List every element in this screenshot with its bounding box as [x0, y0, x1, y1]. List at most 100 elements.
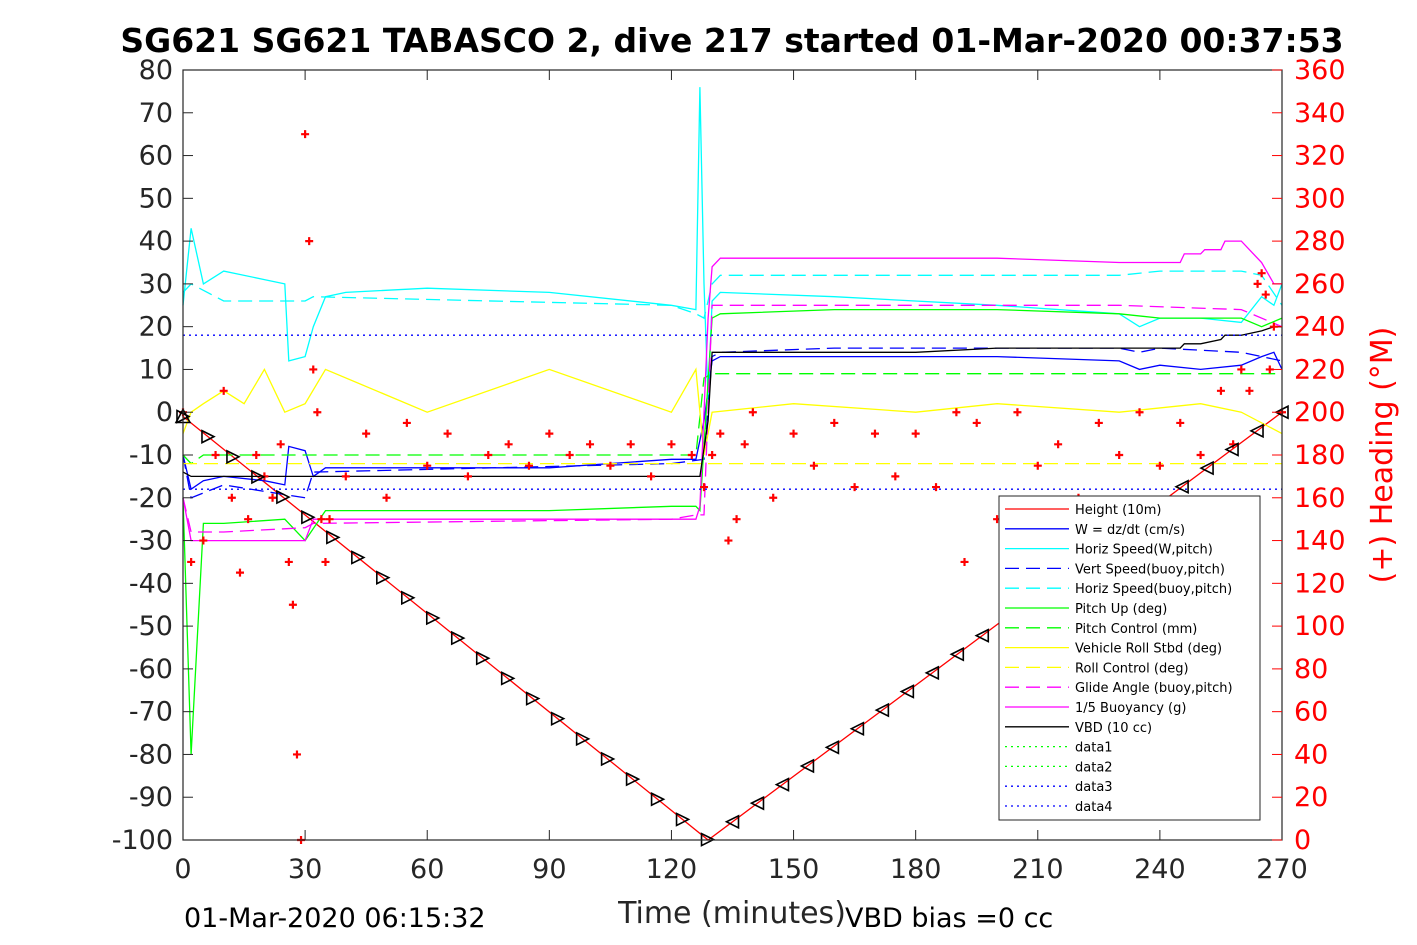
x-tick-label: 150: [768, 854, 820, 885]
right-y-tick-label: 280: [1294, 226, 1346, 257]
y-tick-label: -80: [129, 739, 173, 770]
heading-point: [1054, 440, 1063, 449]
depth-marker: [1224, 442, 1239, 457]
footer-timestamp: 01-Mar-2020 06:15:32: [184, 903, 486, 934]
series-vehicle-roll-stbd-deg: [182, 367, 1283, 456]
heading-point: [305, 237, 314, 246]
right-y-tick-label: 60: [1294, 697, 1328, 728]
legend: Height (10m) W = dz/dt (cm/s) Horiz Speed(…: [998, 495, 1261, 821]
heading-point: [789, 429, 798, 438]
right-y-axis-label: (+) Heading (°M): [1365, 327, 1400, 584]
y-tick-label: 80: [139, 55, 173, 86]
legend-label-horiz-speed-buoy-pitch: Horiz Speed(buoy,pitch): [1075, 582, 1232, 597]
heading-point: [288, 600, 297, 609]
series-vert-speed-buoy-pitch: [182, 347, 1283, 499]
right-y-tick-label: 200: [1294, 397, 1346, 428]
footer-vbd-bias: VBD bias =0 cc: [845, 903, 1053, 934]
y-tick-label: -40: [129, 568, 173, 599]
heading-point: [301, 130, 310, 139]
heading-point: [769, 493, 778, 502]
right-y-tick-label: 300: [1294, 183, 1346, 214]
heading-point: [626, 440, 635, 449]
heading-point: [1261, 290, 1270, 299]
depth-marker: [650, 791, 666, 807]
depth-marker: [1249, 423, 1264, 439]
right-y-tick-label: 160: [1294, 483, 1346, 514]
heading-point: [362, 429, 371, 438]
heading-point: [1155, 461, 1164, 470]
heading-point: [545, 429, 554, 438]
legend-label-pitch-up-deg: Pitch Up (deg): [1075, 602, 1167, 617]
heading-point: [1216, 386, 1225, 395]
heading-point: [870, 429, 879, 438]
heading-point: [484, 451, 493, 459]
right-y-tick-labels: 3603403203002802602402202001801601401201…: [1294, 55, 1346, 856]
y-tick-label: -90: [129, 782, 173, 813]
y-tick-label: 70: [139, 98, 173, 129]
legend-label-horiz-speed-w-pitch: Horiz Speed(W,pitch): [1075, 543, 1213, 558]
y-tick-label: 30: [139, 269, 173, 300]
legend-label-1-5-buoyancy-g: 1/5 Buoyancy (g): [1075, 701, 1186, 716]
y-tick-label: 50: [139, 183, 173, 214]
heading-point: [1135, 408, 1144, 417]
right-y-tick-label: 240: [1294, 312, 1346, 343]
depth-marker: [600, 751, 616, 767]
series-w-dz-dt-cm-s: [182, 351, 1283, 491]
legend-label-w-dz-dt-cm-s: W = dz/dt (cm/s): [1075, 523, 1185, 538]
heading-point: [325, 515, 334, 524]
right-y-tick-label: 140: [1294, 526, 1346, 557]
heading-point: [504, 440, 513, 449]
right-y-tick-label: 220: [1294, 354, 1346, 385]
right-y-tick-label: 320: [1294, 141, 1346, 172]
legend-label-glide-angle-buoy-pitch: Glide Angle (buoy,pitch): [1075, 681, 1233, 696]
depth-marker: [874, 702, 890, 718]
heading-point: [830, 418, 839, 427]
depth-marker: [625, 771, 641, 787]
right-y-tick-label: 0: [1294, 825, 1311, 856]
depth-marker: [899, 684, 915, 699]
series-layer: [182, 87, 1283, 841]
heading-point: [187, 557, 196, 566]
axis-ticks: [182, 69, 1283, 841]
heading-point: [724, 536, 733, 545]
y-tick-label: 40: [139, 226, 173, 257]
legend-label-vehicle-roll-stbd-deg: Vehicle Roll Stbd (deg): [1075, 642, 1222, 657]
depth-marker: [201, 429, 216, 444]
heading-point: [606, 461, 615, 470]
heading-point: [1013, 408, 1022, 417]
depth-marker: [376, 570, 391, 585]
depth-marker: [276, 489, 291, 505]
legend-label-roll-control-deg: Roll Control (deg): [1075, 661, 1189, 676]
depth-marker: [525, 691, 541, 706]
heading-point: [423, 461, 432, 470]
depth-marker: [251, 469, 266, 485]
heading-point: [891, 472, 900, 481]
legend-label-data1: data1: [1075, 741, 1113, 756]
legend-entries: Height (10m) W = dz/dt (cm/s) Horiz Speed(…: [1005, 503, 1233, 815]
heading-point: [402, 418, 411, 427]
heading-point: [748, 408, 757, 417]
y-tick-labels: 80 70 60 50 40 30 20 10 0 -10 -20 -30 -40 -50 -60 -70 -8…: [112, 55, 173, 856]
heading-point: [313, 408, 322, 417]
heading-point: [292, 750, 301, 759]
legend-label-data4: data4: [1075, 800, 1113, 815]
right-y-tick-label: 100: [1294, 611, 1346, 642]
x-tick-label: 270: [1256, 854, 1308, 885]
depth-marker: [575, 731, 591, 747]
right-y-tick-label: 180: [1294, 440, 1346, 471]
heading-point: [700, 483, 709, 492]
x-tick-label: 60: [410, 854, 444, 885]
heading-point: [740, 440, 749, 449]
heading-point: [1253, 279, 1262, 288]
y-tick-label: -10: [129, 440, 173, 471]
chart-title: SG621 SG621 TABASCO 2, dive 217 started …: [120, 21, 1343, 60]
heading-point: [586, 440, 595, 449]
heading-point: [952, 408, 961, 417]
heading-point: [1176, 418, 1185, 427]
x-tick-label: 90: [532, 854, 566, 885]
right-y-tick-label: 80: [1294, 654, 1328, 685]
depth-marker: [799, 758, 815, 774]
y-tick-label: -20: [129, 483, 173, 514]
depth-marker: [400, 590, 416, 606]
